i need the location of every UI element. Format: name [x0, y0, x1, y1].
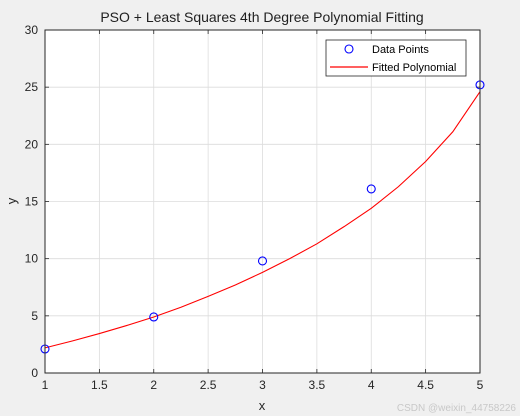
y-tick-label: 25 [25, 80, 39, 94]
data-point-marker [149, 312, 159, 322]
legend-marker-data-points [344, 44, 354, 54]
data-point-marker [257, 256, 268, 266]
legend-label-data-points: Data Points [372, 44, 429, 56]
y-tick-label: 20 [25, 137, 39, 151]
fitted-polynomial-line [44, 91, 481, 349]
x-tick-label: 4 [368, 378, 375, 392]
x-tick-label: 2.5 [200, 378, 217, 392]
x-tick-label: 1 [42, 378, 49, 392]
y-tick-label: 30 [25, 23, 39, 37]
data-point-marker [366, 184, 376, 194]
tick-labels: 1 1.5 2 2.5 3 3.5 4 4.5 5 0 5 10 15 20 25 30 [25, 23, 484, 392]
x-tick-label: 1.5 [91, 378, 108, 392]
legend: Data Points Fitted Polynomial [325, 39, 467, 77]
x-tick-label: 2 [150, 378, 157, 392]
x-axis-label: x [259, 398, 266, 413]
watermark: CSDN @weixin_44758226 [397, 403, 517, 414]
grid [45, 30, 480, 373]
legend-label-fitted-polynomial: Fitted Polynomial [372, 62, 456, 74]
y-tick-label: 5 [31, 309, 38, 323]
x-tick-label: 3.5 [309, 378, 326, 392]
y-axis-label: y [4, 197, 19, 204]
axes-box [44, 29, 481, 374]
y-tick-label: 15 [25, 195, 39, 209]
x-tick-label: 3 [259, 378, 266, 392]
chart-title: PSO + Least Squares 4th Degree Polynomia… [100, 9, 423, 25]
x-tick-label: 4.5 [417, 378, 434, 392]
y-tick-label: 10 [25, 252, 39, 266]
x-tick-label: 5 [477, 378, 484, 392]
legend-box [325, 39, 467, 77]
y-tick-label: 0 [31, 366, 38, 380]
